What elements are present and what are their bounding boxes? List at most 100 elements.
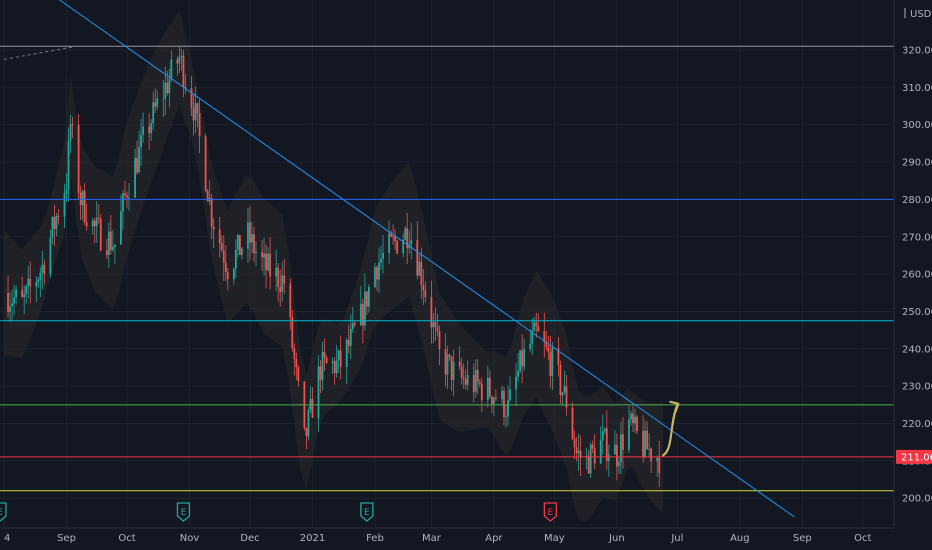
y-tick-label: 300.00 (902, 120, 932, 131)
candle-body (587, 455, 590, 474)
candle-body (490, 396, 493, 405)
x-tick-label: May (544, 533, 565, 544)
candle-body (656, 457, 659, 462)
time-axis[interactable]: 4 Sep Oct Nov Dec 2021 Feb Mar Apr May Jun Jul Aug Se… (4, 533, 872, 544)
candle-body (154, 102, 157, 107)
candle-body (436, 326, 439, 332)
candle-body (331, 361, 334, 364)
candle-body (323, 351, 326, 358)
arrow-head[interactable] (669, 400, 680, 413)
candle-body (509, 389, 511, 401)
candle-body (472, 374, 475, 393)
x-tick-label: Oct (854, 533, 871, 544)
last-price-text: 211.06 (901, 452, 932, 463)
candle-body (138, 147, 140, 173)
candle-body (630, 413, 632, 420)
candle-body (396, 240, 399, 254)
candle-body (476, 369, 479, 383)
drawings[interactable] (3, 0, 795, 518)
candle-body (363, 291, 366, 326)
earnings-marker-badge (543, 502, 557, 522)
candle-body (577, 450, 580, 454)
candle-body (253, 234, 255, 254)
candle-body (495, 397, 497, 399)
candle-body (406, 228, 409, 248)
volatility-band (4, 10, 664, 523)
candle-body (277, 267, 280, 287)
candle-body (263, 253, 265, 258)
candle-body (109, 231, 112, 251)
candle-body (622, 434, 624, 450)
candle-body (628, 419, 630, 450)
x-tick-label: Nov (180, 533, 200, 544)
candle-body (420, 261, 423, 286)
candle-body (589, 444, 592, 474)
candle-body (507, 400, 509, 417)
x-tick-label: 4 (4, 533, 10, 544)
candle-body (390, 233, 392, 237)
candle-body (351, 323, 354, 330)
candle-body (533, 322, 536, 331)
x-tick-label: Aug (730, 533, 750, 544)
y-tick-label: 320.00 (902, 46, 932, 57)
candle-body (206, 190, 209, 202)
currency-text: USD (910, 9, 932, 20)
candle-body (517, 371, 519, 377)
candle-body (142, 126, 145, 135)
candle-body (267, 253, 270, 271)
candle-body (480, 383, 483, 401)
candle-body (430, 297, 433, 328)
candle-body (531, 330, 534, 344)
candle-body (291, 317, 294, 349)
candle-body (150, 123, 153, 134)
candle-body (85, 222, 88, 227)
candle-body (561, 392, 564, 396)
candle-body (402, 239, 405, 254)
candle-body (579, 450, 582, 458)
candle-body (353, 323, 356, 325)
candle-body (194, 103, 197, 121)
x-tick-label: Sep (793, 533, 812, 544)
dashed-ray[interactable] (3, 45, 77, 60)
candle-body (634, 416, 636, 424)
candle-body (152, 102, 155, 124)
candle-body (71, 124, 74, 126)
earnings-marker: E (360, 502, 374, 522)
candle-body (210, 197, 213, 227)
candle-body (166, 82, 169, 94)
candle-body (549, 351, 552, 377)
candle-body (196, 103, 199, 114)
candle-body (359, 303, 362, 325)
candle-body (218, 229, 221, 244)
y-tick-label: 290.00 (902, 158, 932, 169)
candle-body (557, 347, 560, 366)
candle-body (535, 322, 538, 326)
candle-body (388, 233, 390, 253)
candle-body (349, 329, 352, 346)
candle-body (43, 264, 46, 275)
y-tick-label: 240.00 (902, 344, 932, 355)
candle-body (136, 157, 138, 173)
candle-body (613, 444, 616, 455)
candle-body (222, 250, 225, 263)
candle-body (319, 366, 322, 380)
candle-body (111, 246, 114, 251)
candle-body (51, 217, 54, 238)
candle-body (466, 374, 469, 385)
candle-body (226, 271, 229, 280)
candle-body (176, 59, 179, 64)
candle-body (464, 378, 467, 385)
candle-body (289, 283, 292, 318)
candle-body (418, 261, 421, 276)
candle-body (105, 250, 108, 255)
candle-body (99, 218, 102, 251)
candle-body (55, 216, 58, 229)
horizontal-levels[interactable] (0, 45, 894, 492)
y-tick-label: 200.00 (902, 494, 932, 505)
candle-body (182, 55, 185, 88)
candle-body (448, 354, 451, 357)
candle-body (220, 243, 223, 251)
candle-body (281, 275, 284, 292)
candle-body (565, 386, 568, 408)
